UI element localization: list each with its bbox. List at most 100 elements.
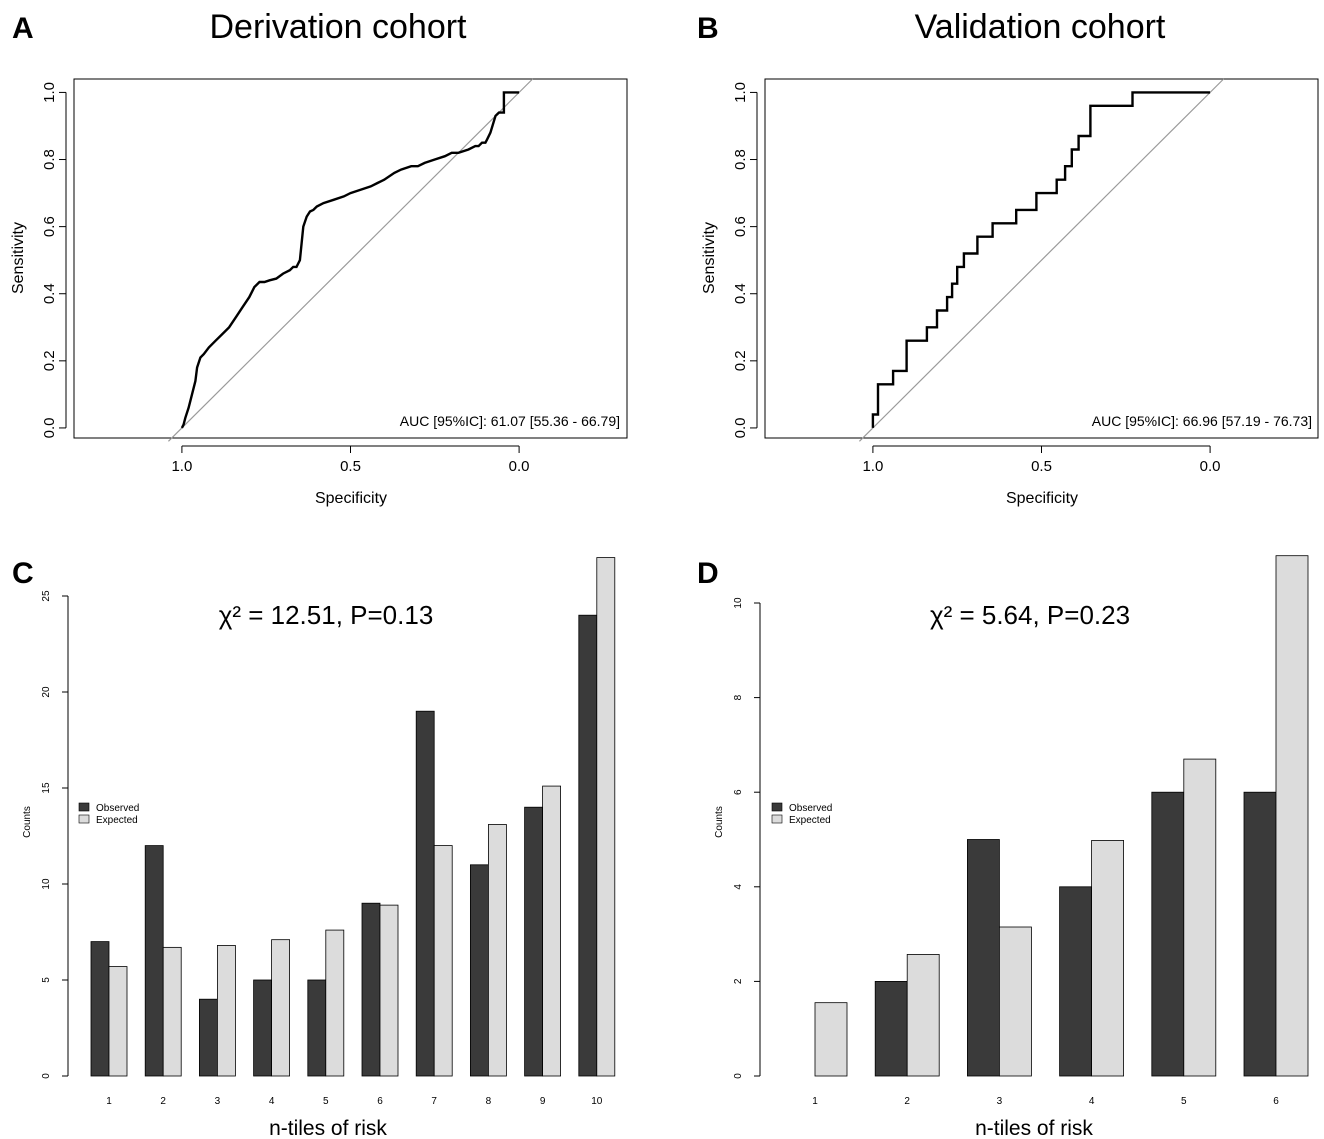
panel-c-x-tick-label: 2 xyxy=(160,1096,166,1107)
panel-d-legend-swatch-expected xyxy=(771,814,783,824)
panel-b-y-tick-label: 0.4 xyxy=(732,283,749,304)
panel-c-y-tick-label: 0 xyxy=(41,1073,52,1079)
panel-a-plot-box xyxy=(73,78,628,439)
panel-b-plot-box xyxy=(764,78,1319,439)
panel-d-bar-expected xyxy=(1183,758,1217,1077)
panel-c-bar-expected xyxy=(162,946,182,1077)
panel-c-x-tick-label: 8 xyxy=(486,1096,492,1107)
panel-c-bar-observed xyxy=(361,902,381,1077)
panel-c-y-label: Counts xyxy=(22,806,33,838)
panel-c-bar-observed xyxy=(253,979,273,1077)
panel-a-reference-diagonal xyxy=(167,78,534,442)
panel-a-auc-annotation: AUC [95%IC]: 61.07 [55.36 - 66.79] xyxy=(400,413,620,429)
panel-label-a: A xyxy=(12,12,34,45)
panel-b-title: Validation cohort xyxy=(915,8,1166,46)
panel-c-x-tick-label: 5 xyxy=(323,1096,329,1107)
panel-b-y-tick-label: 0.8 xyxy=(732,149,749,170)
panel-d-x-tick-label: 4 xyxy=(1089,1096,1095,1107)
panel-a-x-tick-label: 0.0 xyxy=(509,458,530,475)
panel-a-title: Derivation cohort xyxy=(209,8,467,46)
panel-d-y-tick-label: 6 xyxy=(733,789,744,795)
panel-d-y-tick-label: 2 xyxy=(733,978,744,984)
panel-d-bar-expected xyxy=(1275,555,1309,1077)
panel-d-bar-expected xyxy=(999,926,1032,1077)
panel-d-x-tick-label: 6 xyxy=(1273,1096,1279,1107)
panel-a-x-tick-label: 1.0 xyxy=(171,458,192,475)
panel-b-y-tick-label: 0.0 xyxy=(732,418,749,439)
panel-c-bar-observed xyxy=(415,710,435,1077)
panel-a-y-label: Sensitivity xyxy=(10,222,27,294)
panel-c-legend-swatch-observed xyxy=(78,802,90,812)
panel-d-x-tick-labels: 1 2 3 4 5 6 xyxy=(812,1096,1279,1107)
panel-a-y-tick-label: 0.4 xyxy=(41,283,58,304)
panel-a-x-tick-label: 0.5 xyxy=(340,458,361,475)
panel-label-c: C xyxy=(12,557,34,590)
panel-b-auc-annotation: AUC [95%IC]: 66.96 [57.19 - 76.73] xyxy=(1092,413,1312,429)
panel-c-x-tick-label: 3 xyxy=(215,1096,221,1107)
panel-label-b: B xyxy=(697,12,719,45)
panel-b-x-axis: 1.0 0.5 0.0 xyxy=(862,445,1221,475)
panel-c-bar-expected xyxy=(271,939,291,1077)
panel-d-x-tick-label: 2 xyxy=(904,1096,910,1107)
panel-d-y-tick-label: 0 xyxy=(733,1073,744,1079)
panel-d-y-label: Counts xyxy=(714,806,725,838)
panel-c-bars xyxy=(90,557,616,1077)
panel-a-y-tick-label: 0.6 xyxy=(41,216,58,237)
panel-d-bar-expected xyxy=(1091,840,1124,1077)
panel-c-bar-expected xyxy=(216,945,236,1077)
panel-d-x-tick-label: 3 xyxy=(997,1096,1003,1107)
panel-c-x-tick-label: 1 xyxy=(106,1096,112,1107)
panel-c-x-tick-label: 10 xyxy=(591,1096,603,1107)
panel-c-bar-observed xyxy=(469,864,489,1077)
panel-c-bar-expected xyxy=(108,966,128,1077)
panel-b-roc-validation: B Validation cohort 0.0 0.2 0.4 0.6 0.8 1.0 1… xyxy=(697,8,1319,507)
panel-a-roc-curve xyxy=(180,91,520,429)
panel-c-calibration-derivation: C χ² = 12.51, P=0.13 0 5 10 15 20 25 1 2 3 4 5 6 7 8… xyxy=(12,557,616,1139)
panel-c-legend-label-observed: Observed xyxy=(96,803,139,814)
panel-c-bar-observed xyxy=(144,845,164,1077)
panel-c-x-tick-label: 7 xyxy=(431,1096,437,1107)
panel-b-x-tick-label: 0.5 xyxy=(1031,458,1052,475)
panel-a-y-tick-label: 0.8 xyxy=(41,149,58,170)
panel-d-chi-square-annotation: χ² = 5.64, P=0.23 xyxy=(930,600,1130,630)
panel-c-legend-label-expected: Expected xyxy=(96,815,138,826)
panel-c-y-tick-label: 20 xyxy=(41,686,52,698)
panel-d-x-tick-label: 5 xyxy=(1181,1096,1187,1107)
panel-a-y-axis: 0.0 0.2 0.4 0.6 0.8 1.0 xyxy=(41,82,67,439)
panel-d-bar-observed xyxy=(967,839,1000,1077)
panel-c-bar-expected xyxy=(487,824,507,1077)
panel-a-y-tick-label: 0.2 xyxy=(41,350,58,371)
panel-c-bar-expected xyxy=(433,845,453,1077)
panel-c-x-label: n-tiles of risk xyxy=(269,1117,387,1139)
panel-c-bar-observed xyxy=(307,979,327,1077)
panel-b-reference-diagonal xyxy=(858,78,1225,442)
panel-b-y-tick-label: 0.2 xyxy=(732,350,749,371)
panel-c-bar-expected xyxy=(379,904,399,1077)
panel-c-bar-expected xyxy=(325,929,345,1077)
panel-d-y-tick-label: 10 xyxy=(733,597,744,609)
panel-c-x-tick-label: 6 xyxy=(377,1096,383,1107)
panel-c-x-tick-label: 9 xyxy=(540,1096,546,1107)
panel-d-y-tick-label: 8 xyxy=(733,694,744,700)
panel-d-x-tick-label: 1 xyxy=(812,1096,818,1107)
panel-b-roc-curve xyxy=(871,91,1211,428)
panel-b-y-axis: 0.0 0.2 0.4 0.6 0.8 1.0 xyxy=(732,82,758,439)
panel-d-bar-expected xyxy=(814,1002,848,1077)
panel-c-y-tick-label: 10 xyxy=(41,878,52,890)
panel-b-x-tick-label: 1.0 xyxy=(862,458,883,475)
panel-label-d: D xyxy=(697,557,719,590)
panel-d-y-axis: 0 2 4 6 8 10 xyxy=(733,597,761,1079)
panel-c-bar-observed xyxy=(578,614,598,1077)
panel-d-bar-observed xyxy=(1059,886,1092,1077)
panel-b-y-tick-label: 1.0 xyxy=(732,82,749,103)
panel-c-bar-observed xyxy=(198,998,218,1077)
panel-a-y-tick-label: 0.0 xyxy=(41,418,58,439)
panel-c-y-tick-label: 25 xyxy=(41,590,52,602)
panel-a-roc-derivation: A Derivation cohort 0.0 0.2 0.4 0.6 0.8 1.0 1… xyxy=(10,8,628,507)
panel-c-chi-square-annotation: χ² = 12.51, P=0.13 xyxy=(219,600,434,630)
panel-a-x-label: Specificity xyxy=(315,490,387,507)
